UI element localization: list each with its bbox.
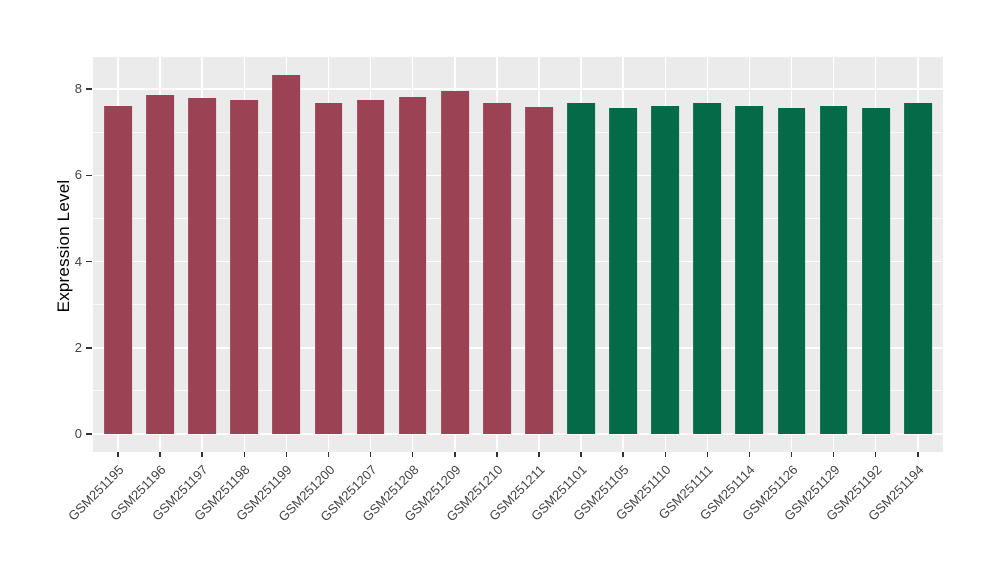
x-tick-mark xyxy=(917,452,919,457)
bar-slot: GSM251210 xyxy=(443,57,518,524)
y-tick-label: 0 xyxy=(74,426,82,441)
bar xyxy=(861,107,890,434)
bar-slot: GSM251198 xyxy=(191,57,265,524)
bar-slot: GSM251197 xyxy=(149,57,223,524)
bar xyxy=(356,99,385,434)
y-major-gridline xyxy=(93,174,943,177)
x-tick-mark xyxy=(664,452,667,457)
bar-slot: GSM251105 xyxy=(570,57,644,524)
x-tick-mark xyxy=(874,452,877,457)
bar-slots: GSM251195 GSM251196 GSM251197 GSM251198 GSM2… xyxy=(65,57,943,524)
bar-slot: GSM251200 xyxy=(275,57,349,524)
bar-slot: GSM251129 xyxy=(781,57,855,524)
x-tick-mark xyxy=(706,452,709,457)
bar xyxy=(104,106,132,434)
x-tick-mark xyxy=(243,452,246,457)
x-tick-mark xyxy=(411,452,414,457)
x-tick-mark xyxy=(748,452,751,457)
x-tick-mark xyxy=(201,452,203,457)
bar xyxy=(272,74,301,434)
x-tick-mark xyxy=(496,452,498,457)
bar xyxy=(735,106,764,434)
y-tick-label: 4 xyxy=(74,253,82,269)
bar xyxy=(609,108,638,434)
bar xyxy=(188,98,217,434)
y-major-gridline xyxy=(93,260,943,263)
x-tick-mark xyxy=(538,452,540,457)
bar xyxy=(903,103,932,434)
bar xyxy=(693,103,722,434)
bar-slot: GSM251126 xyxy=(739,57,813,524)
y-tick-mark xyxy=(86,260,92,263)
x-tick-mark xyxy=(454,452,456,457)
x-tick-mark xyxy=(159,452,161,457)
y-tick-mark xyxy=(86,174,92,177)
plot-panel: GSM251195 GSM251196 GSM251197 GSM251198 GSM2… xyxy=(65,57,943,524)
y-minor-gridline xyxy=(93,131,943,133)
bar xyxy=(819,106,848,434)
bar-slot: GSM251207 xyxy=(317,57,392,524)
y-tick-label: 8 xyxy=(74,81,82,97)
x-tick-mark xyxy=(117,452,119,457)
x-tick-mark xyxy=(622,452,624,457)
bar-slot: GSM251196 xyxy=(107,57,181,524)
y-minor-gridline xyxy=(93,218,943,219)
y-minor-gridline xyxy=(93,304,943,306)
bar-slot: GSM251195 xyxy=(65,57,139,524)
y-major-gridline xyxy=(93,433,943,435)
x-tick-mark xyxy=(285,452,288,457)
bar xyxy=(398,96,427,434)
y-tick-label: 2 xyxy=(74,339,82,355)
bar xyxy=(314,102,343,434)
x-tick-mark xyxy=(580,452,582,457)
bar xyxy=(651,106,680,434)
bar-slot: GSM251211 xyxy=(486,57,560,524)
y-tick-mark xyxy=(86,433,92,435)
y-major-gridline xyxy=(93,347,943,349)
x-tick-mark xyxy=(832,452,835,457)
bar xyxy=(483,102,511,434)
bar-slot: GSM251199 xyxy=(233,57,307,524)
y-tick-mark xyxy=(86,347,92,349)
y-axis-title: Expression Level xyxy=(54,179,73,313)
bar xyxy=(777,107,806,434)
bar-slot: GSM251209 xyxy=(401,57,476,524)
y-tick-label: 6 xyxy=(74,167,82,183)
bar-slot: GSM251111 xyxy=(656,57,728,522)
bar-slot: GSM251110 xyxy=(613,57,686,523)
bar xyxy=(440,90,469,434)
bar-slot: GSM251101 xyxy=(528,57,602,524)
bar xyxy=(230,100,259,434)
bar xyxy=(146,95,175,434)
x-tick-mark xyxy=(327,452,330,457)
x-tick-mark xyxy=(790,452,793,457)
y-major-gridline xyxy=(93,88,943,90)
x-tick-mark xyxy=(369,452,372,457)
bar-slot: GSM251114 xyxy=(697,57,770,523)
bar xyxy=(567,103,595,434)
bar-slot: GSM251208 xyxy=(359,57,434,524)
y-minor-gridline xyxy=(93,390,943,392)
bar-slot: GSM251194 xyxy=(865,57,939,524)
bar xyxy=(525,106,553,434)
bar-slot: GSM251192 xyxy=(823,57,897,524)
y-tick-mark xyxy=(86,88,92,90)
